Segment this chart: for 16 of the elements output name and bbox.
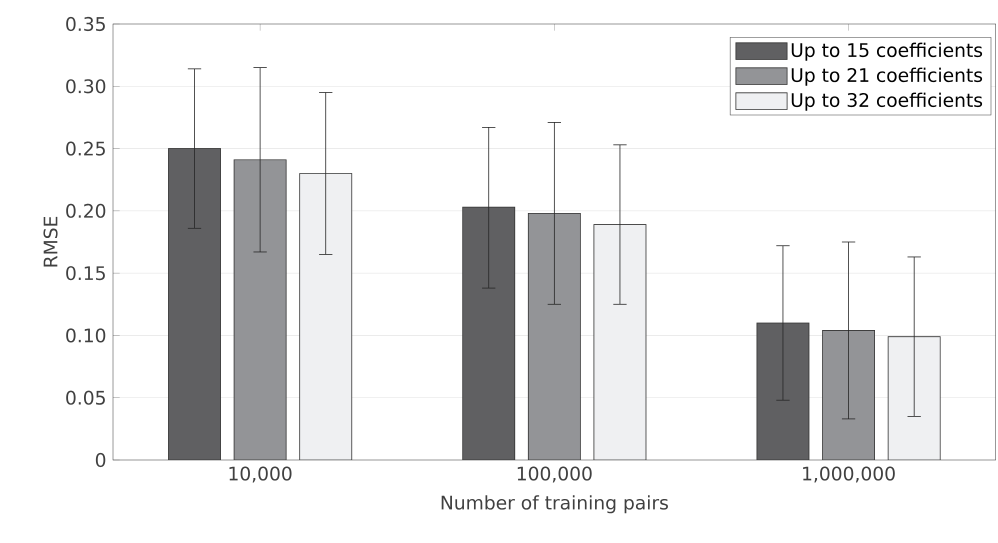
y-tick-label: 0.15 (66, 266, 105, 280)
x-axis-title: Number of training pairs (442, 495, 668, 514)
y-tick-label: 0 (96, 452, 106, 468)
x-tick-label: 10,000 (230, 466, 292, 483)
y-tick-label: 0.25 (66, 142, 105, 156)
legend-label: Up to 21 coefficients (792, 68, 982, 86)
x-tick-label: 1,000,000 (803, 466, 895, 483)
y-tick-label: 0.10 (66, 328, 106, 342)
y-tick-label: 0.30 (66, 79, 106, 94)
legend-label: Up to 15 coefficients (792, 42, 982, 61)
y-tick-label: 0.35 (66, 16, 105, 32)
x-tick-label: 100,000 (518, 466, 592, 483)
y-axis-title: RMSE (43, 216, 58, 267)
legend-label: Up to 32 coefficients (792, 92, 982, 111)
y-tick-label: 0.20 (66, 204, 106, 218)
y-tick-label: 0.05 (66, 390, 105, 405)
